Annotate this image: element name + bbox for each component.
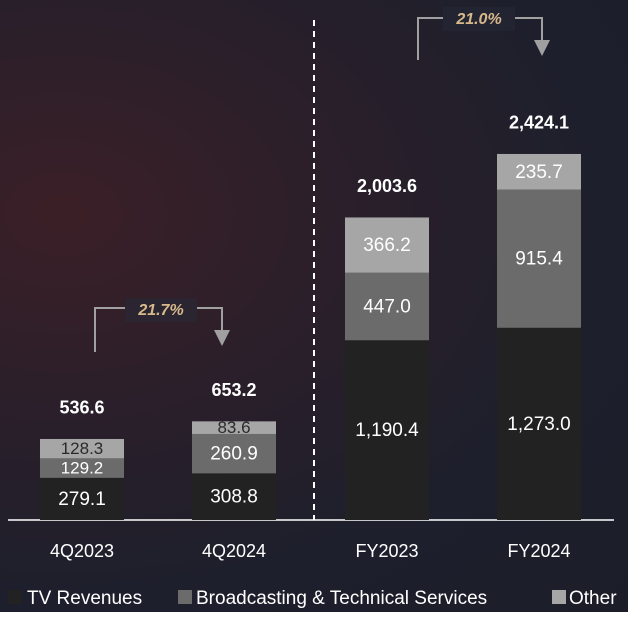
x-tick-label: 4Q2023 (50, 541, 114, 561)
bar-segment (345, 340, 429, 520)
data-label: 260.9 (210, 444, 258, 465)
legend-swatch (178, 590, 192, 604)
annotation-box (125, 298, 197, 322)
data-label: 83.6 (217, 418, 250, 437)
bar-segment (40, 477, 124, 520)
data-label: 1,190.4 (355, 420, 419, 441)
data-label: 129.2 (61, 459, 104, 478)
x-tick-label: 4Q2024 (202, 541, 266, 561)
legend-label: TV Revenues (27, 588, 142, 609)
bar-segment (345, 217, 429, 273)
total-label: 2,003.6 (357, 176, 417, 196)
data-label: 1,273.0 (507, 414, 570, 435)
total-label: 2,424.1 (509, 113, 569, 133)
bar-segment (192, 421, 276, 434)
total-label: 653.2 (211, 380, 256, 400)
data-label: 128.3 (61, 439, 104, 458)
bar-segment (40, 458, 124, 478)
annotation-box (443, 7, 515, 31)
annotation: 21.0% (455, 11, 501, 28)
bar-segment (497, 327, 581, 520)
bar-segment (345, 272, 429, 341)
legend-label: Other (569, 588, 617, 609)
bar-segment (497, 189, 581, 328)
legend-swatch (552, 590, 566, 604)
data-label: 235.7 (515, 162, 563, 183)
legend-label: Broadcasting & Technical Services (196, 588, 487, 609)
annotation: 21.7% (137, 302, 183, 319)
bar-segment (40, 438, 124, 459)
bar-segment (192, 433, 276, 474)
data-label: 915.4 (515, 249, 563, 270)
x-tick-label: FY2024 (507, 541, 570, 561)
legend-swatch (8, 590, 22, 604)
data-label: 447.0 (363, 297, 411, 318)
data-label: 279.1 (58, 489, 106, 510)
data-label: 308.8 (210, 487, 258, 508)
x-tick-label: FY2023 (355, 541, 418, 561)
bar-segment (192, 473, 276, 520)
bar-segment (497, 153, 581, 190)
total-label: 536.6 (59, 398, 104, 418)
data-label: 366.2 (363, 235, 411, 256)
